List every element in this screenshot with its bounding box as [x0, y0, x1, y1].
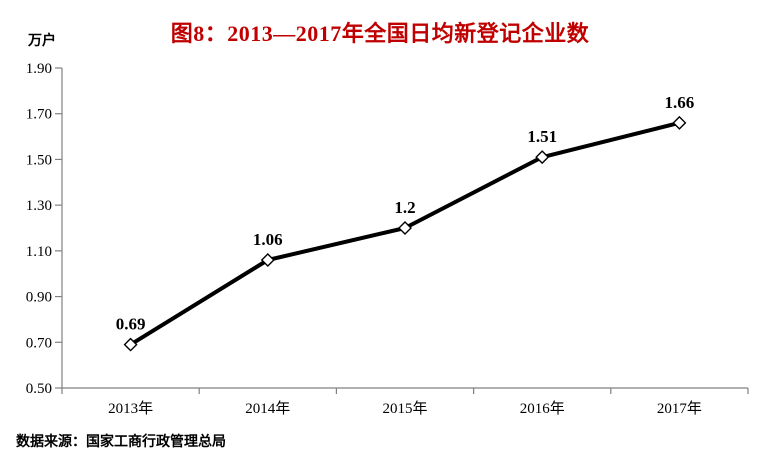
- data-point-marker: [535, 150, 550, 165]
- x-axis-label: 2015年: [382, 400, 427, 417]
- y-tick-label: 1.10: [26, 244, 52, 260]
- data-point-marker: [398, 221, 412, 235]
- data-point-label: 0.69: [116, 315, 146, 334]
- y-tick-label: 1.70: [26, 107, 52, 123]
- y-tick-label: 0.50: [26, 381, 52, 397]
- x-axis-label: 2017年: [657, 400, 702, 417]
- y-tick-label: 0.70: [26, 335, 52, 351]
- data-point-marker: [672, 115, 687, 130]
- data-point-label: 1.51: [527, 127, 557, 146]
- source-note: 数据来源：国家工商行政管理总局: [16, 435, 226, 450]
- chart-title: 图8：2013—2017年全国日均新登记企业数: [170, 21, 590, 46]
- data-point-label: 1.66: [665, 93, 695, 112]
- data-point-marker: [260, 253, 275, 267]
- x-axis-label: 2014年: [245, 400, 290, 417]
- y-tick-label: 0.90: [26, 290, 52, 306]
- data-point-label: 1.06: [253, 230, 283, 249]
- x-axis-label: 2013年: [108, 400, 153, 417]
- y-tick-label: 1.30: [26, 198, 52, 214]
- y-tick-label: 1.50: [26, 152, 52, 168]
- data-point-marker: [123, 337, 138, 352]
- x-axis-label: 2016年: [520, 400, 565, 417]
- data-point-label: 1.2: [394, 198, 415, 217]
- y-tick-label: 1.90: [26, 61, 52, 77]
- y-axis-unit-label: 万户: [28, 34, 56, 49]
